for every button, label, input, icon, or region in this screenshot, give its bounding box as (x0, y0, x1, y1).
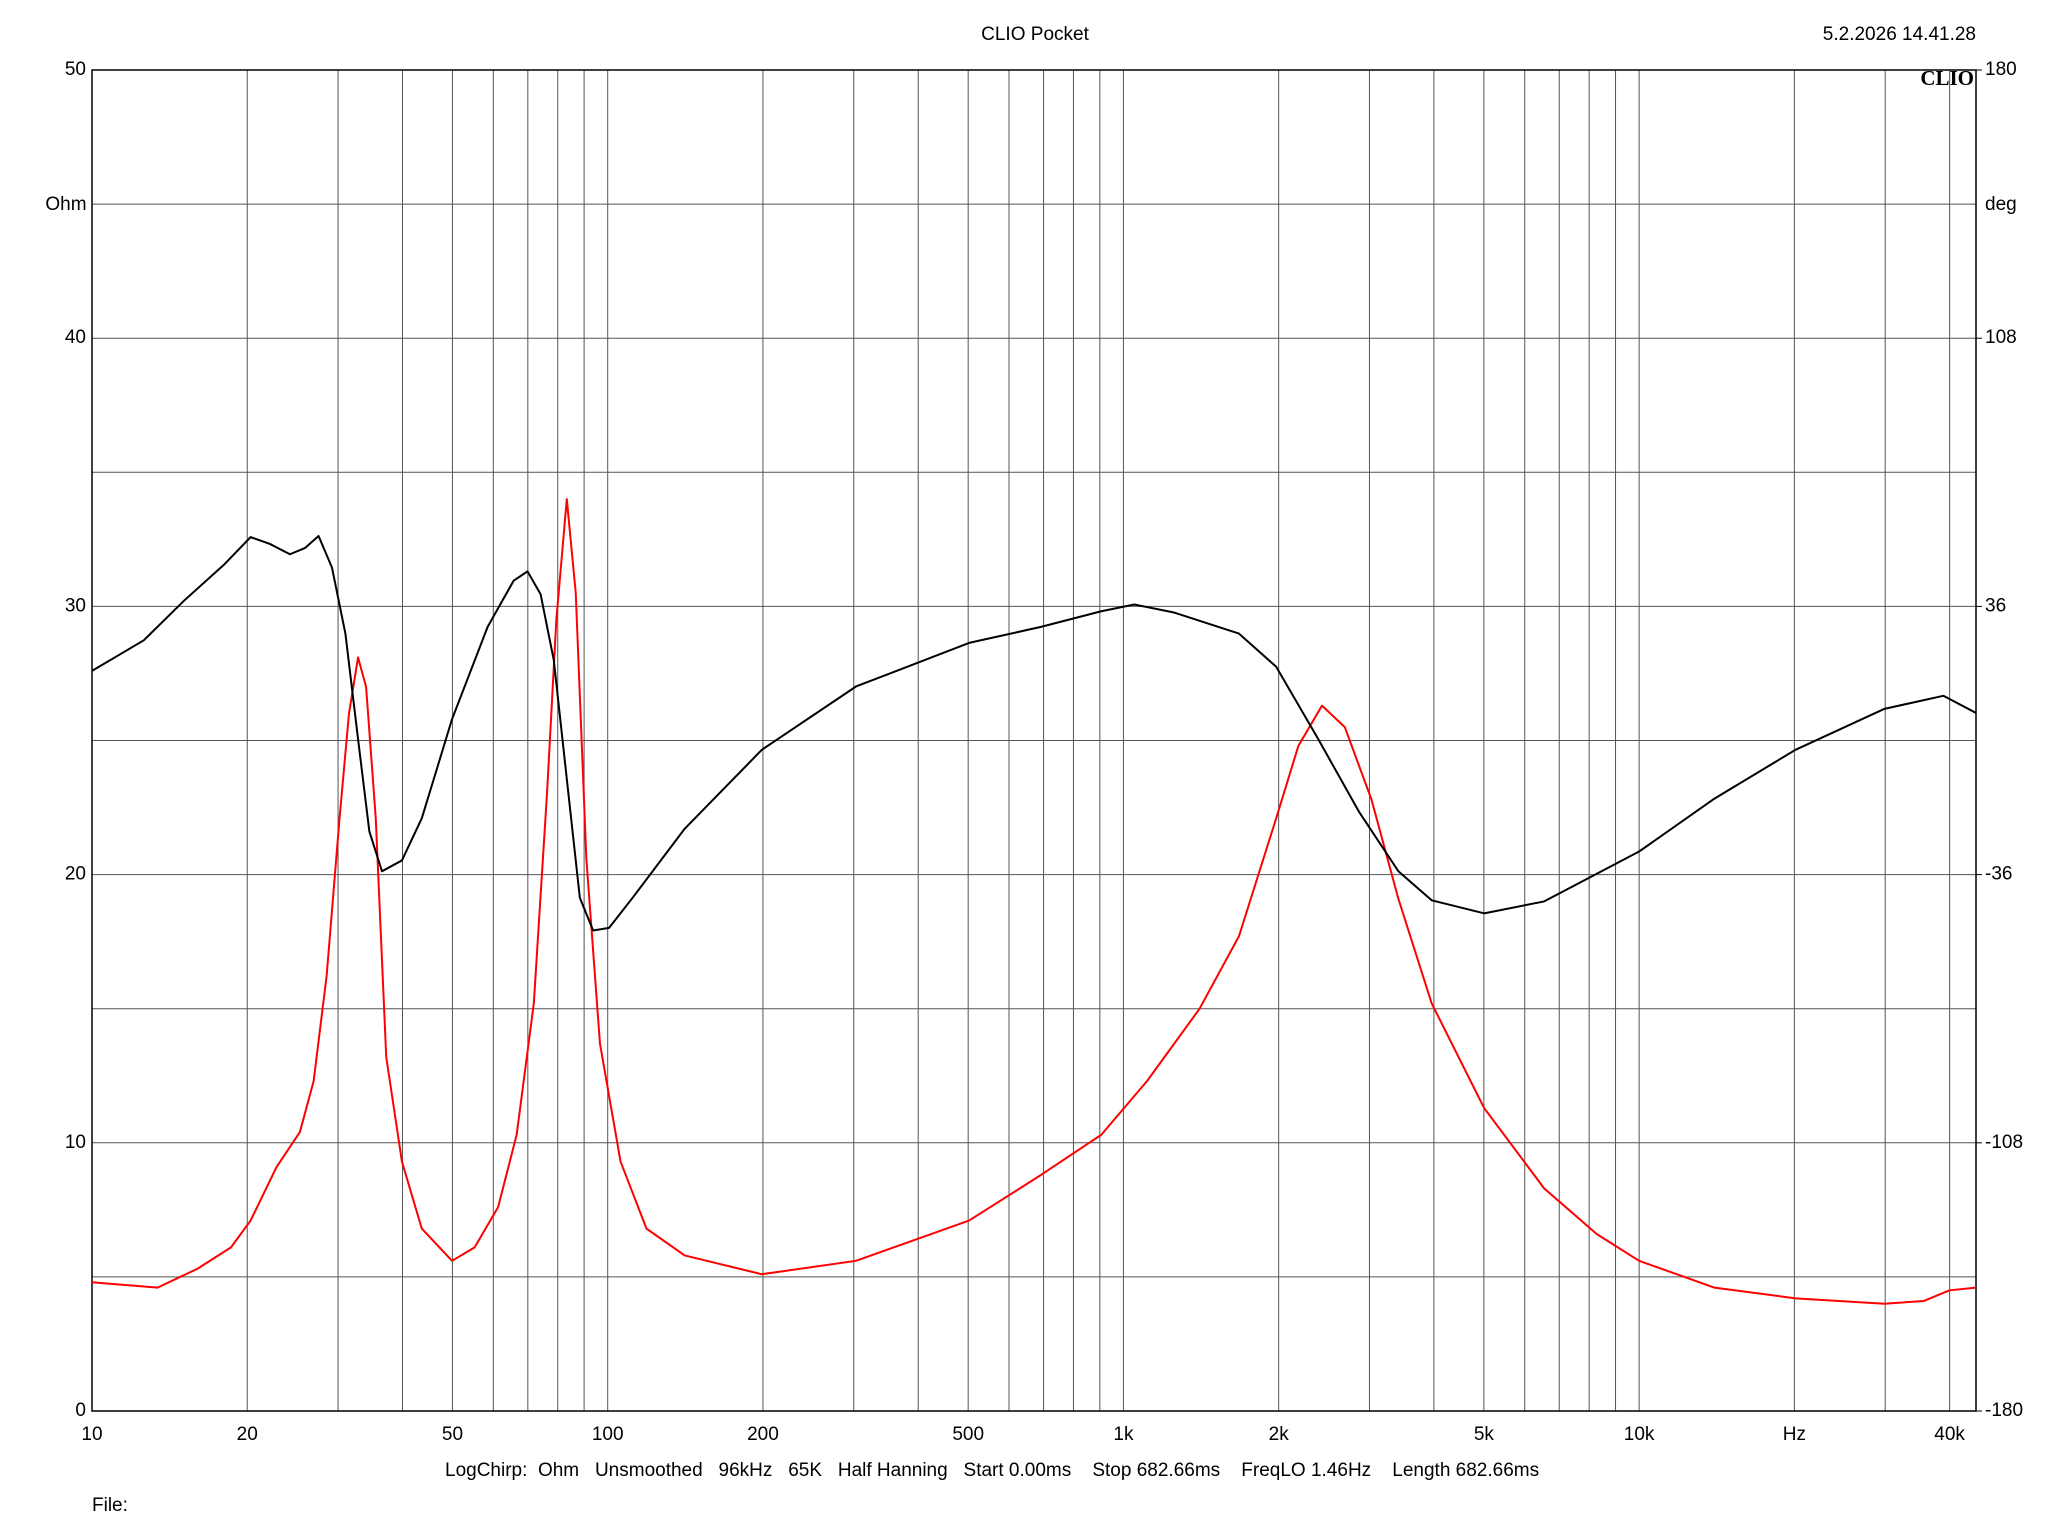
y-tick-label: 20 (65, 864, 86, 885)
x-tick-label: 10 (81, 1424, 102, 1445)
y-tick-label: 10 (65, 1132, 86, 1153)
file-label: File: (92, 1495, 128, 1516)
y-axis-label: Ohm (45, 194, 86, 215)
y2-axis-label: deg (1985, 194, 2017, 215)
y2-tick-label: 108 (1985, 327, 2017, 348)
x-tick-label: 100 (592, 1424, 624, 1445)
y2-tick-label: -180 (1985, 1400, 2023, 1421)
chart-title: CLIO Pocket (981, 24, 1089, 45)
x-tick-label: 40k (1934, 1424, 1965, 1445)
y-tick-label: 30 (65, 595, 86, 616)
x-tick-label: 500 (952, 1424, 984, 1445)
y-tick-label: 0 (75, 1400, 86, 1421)
x-tick-label: 200 (747, 1424, 779, 1445)
y2-tick-label: -108 (1985, 1132, 2023, 1153)
x-tick-label: 50 (442, 1424, 463, 1445)
x-tick-label: 1k (1113, 1424, 1134, 1445)
y2-tick-label: 180 (1985, 59, 2017, 80)
series-line (91, 498, 1977, 1305)
x-tick-label: 20 (237, 1424, 258, 1445)
x-tick-label: 10k (1624, 1424, 1655, 1445)
x-tick-label: Hz (1783, 1424, 1806, 1445)
x-tick-label: 2k (1269, 1424, 1290, 1445)
footer: LogChirp: Ohm Unsmoothed 96kHz 65K Half … (445, 1460, 1539, 1481)
plot-frame (91, 69, 1977, 1412)
y2-tick-label: 36 (1985, 595, 2006, 616)
x-tick-label: 5k (1474, 1424, 1495, 1445)
y-tick-label: 40 (65, 327, 86, 348)
y-tick-label: 50 (65, 59, 86, 80)
series-line (91, 535, 1977, 932)
timestamp: 5.2.2026 14.41.28 (1823, 24, 1976, 45)
y2-tick-label: -36 (1985, 864, 2012, 885)
